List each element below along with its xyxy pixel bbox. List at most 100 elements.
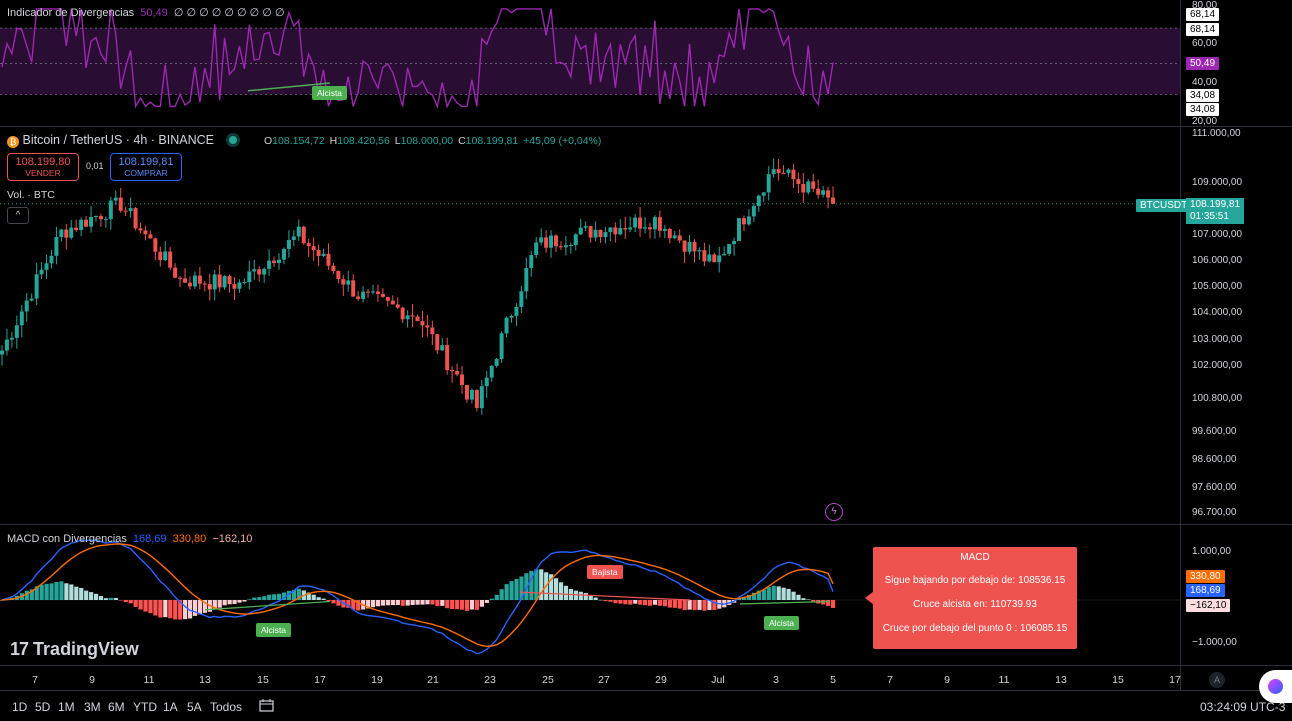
macd-histogram-bar — [113, 597, 118, 600]
candle — [479, 386, 484, 409]
date-label: 13 — [199, 674, 211, 686]
candle — [662, 228, 667, 231]
tradingview-logo-icon: 17 — [10, 639, 29, 659]
timeframe-todos[interactable]: Todos — [210, 700, 243, 714]
macd-histogram-bar — [375, 600, 381, 607]
candle — [613, 227, 618, 235]
candle — [603, 232, 608, 238]
collapse-chevron-icon[interactable]: ^ — [7, 207, 29, 224]
date-label: 3 — [773, 674, 779, 686]
candle — [440, 345, 445, 351]
timeframe-1d[interactable]: 1D — [12, 700, 28, 714]
rsi-axis-label: 40,00 — [1192, 77, 1218, 88]
macd-histogram-bar — [192, 600, 198, 616]
candle — [108, 200, 113, 220]
candle — [737, 218, 742, 241]
rsi-axis-label: 80,00 — [1192, 0, 1218, 11]
buy-button[interactable]: 108.199,81 COMPRAR — [110, 153, 182, 181]
macd-histogram-bar — [702, 600, 707, 611]
macd-histogram-bar — [326, 600, 331, 602]
macd-histogram-bar — [291, 589, 297, 600]
candle — [741, 218, 746, 225]
candle — [598, 229, 603, 238]
macd-histogram-bar — [479, 600, 485, 607]
auto-scale-button[interactable]: A — [1209, 672, 1225, 688]
macd-histogram-bar — [529, 570, 534, 600]
macd-histogram-bar — [647, 600, 653, 606]
macd-histogram-bar — [277, 593, 282, 600]
candle — [202, 283, 207, 285]
candle — [549, 235, 554, 248]
macd-histogram-bar — [148, 600, 153, 614]
macd-histogram-bar — [108, 597, 114, 600]
brain-icon — [1268, 679, 1283, 694]
macd-histogram-bar — [425, 600, 430, 605]
macd-histogram-bar — [321, 598, 326, 600]
macd-histogram-bar — [583, 593, 588, 600]
date-label: 27 — [598, 674, 610, 686]
macd-histogram-bar — [578, 591, 583, 600]
candle — [281, 248, 286, 260]
macd-histogram-bar — [484, 600, 489, 603]
macd-histogram-bar — [474, 600, 480, 610]
symbol-title[interactable]: Bitcoin / TetherUS · 4h · BINANCE — [22, 133, 214, 147]
macd-histogram-bar — [178, 600, 183, 620]
macd-histogram-bar — [801, 598, 806, 600]
candle — [277, 259, 281, 264]
macd-histogram-bar — [771, 585, 776, 600]
macd-histogram-bar — [806, 599, 811, 600]
timeframe-5d[interactable]: 5D — [35, 700, 51, 714]
clock[interactable]: 03:24:09 UTC-3 — [1200, 700, 1286, 714]
macd-signal-bajista: Bajista — [587, 565, 623, 579]
macd-histogram-bar — [761, 589, 766, 600]
price-axis[interactable] — [1180, 0, 1292, 690]
candle — [826, 190, 831, 198]
candle — [801, 183, 806, 193]
calendar-goto-icon[interactable] — [259, 698, 275, 712]
macd-histogram-bar — [84, 590, 89, 600]
price-axis-label: 107.000,00 — [1192, 229, 1243, 240]
candle — [524, 268, 529, 292]
candle — [593, 229, 598, 238]
timeframe-5a[interactable]: 5A — [187, 700, 202, 714]
rsi-band — [0, 28, 1180, 95]
candle — [192, 275, 197, 287]
candle — [831, 197, 835, 204]
assistant-button[interactable] — [1259, 670, 1292, 703]
candle — [227, 276, 232, 285]
macd-histogram-bar — [247, 599, 252, 600]
price-axis-label: 104.000,00 — [1192, 307, 1243, 318]
candle — [568, 245, 573, 247]
macd-histogram-bar — [697, 600, 702, 610]
candle — [4, 339, 9, 351]
timeframe-1a[interactable]: 1A — [163, 700, 178, 714]
macd-histogram-bar — [435, 600, 440, 607]
macd-histogram-bar — [336, 600, 341, 606]
sell-price: 108.199,80 — [15, 156, 71, 168]
candle — [756, 195, 761, 207]
candle — [638, 217, 643, 229]
candle — [474, 390, 479, 409]
macd-histogram-bar — [370, 600, 376, 608]
macd-histogram-bar — [133, 600, 138, 607]
timeframe-3m[interactable]: 3M — [84, 700, 101, 714]
candle — [583, 226, 588, 228]
timeframe-ytd[interactable]: YTD — [133, 700, 157, 714]
macd-histogram-bar — [24, 590, 29, 600]
candle — [257, 269, 262, 275]
tradingview-brand[interactable]: 17 TradingView — [10, 639, 139, 660]
candle — [356, 296, 361, 299]
date-label: 15 — [257, 674, 269, 686]
macd-histogram-bar — [440, 600, 445, 606]
candle — [702, 250, 707, 262]
macd-histogram-bar — [366, 600, 371, 609]
sell-button[interactable]: 108.199,80 VENDER — [7, 153, 79, 181]
macd-histogram-bar — [633, 600, 638, 604]
lightning-icon[interactable]: ϟ — [825, 503, 843, 521]
timeframe-1m[interactable]: 1M — [58, 700, 75, 714]
date-label: 17 — [314, 674, 326, 686]
macd-histogram-bar — [395, 600, 400, 605]
candle — [563, 245, 568, 248]
macd-histogram-bar — [588, 595, 593, 600]
timeframe-6m[interactable]: 6M — [108, 700, 125, 714]
